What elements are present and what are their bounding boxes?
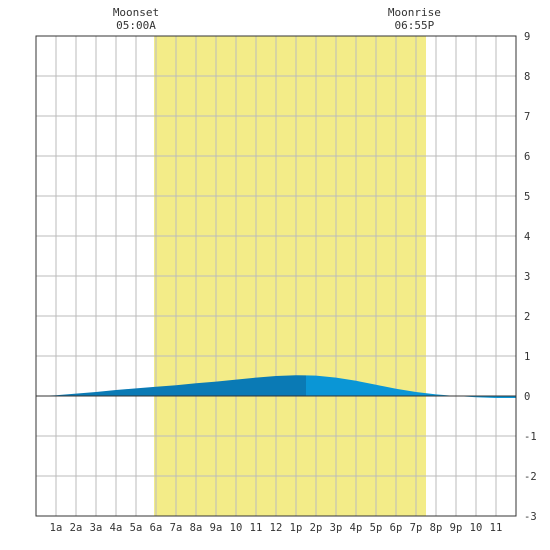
y-tick-label: -2 (524, 471, 537, 483)
x-tick-label: 6p (390, 522, 403, 534)
x-tick-label: 2p (310, 522, 323, 534)
y-tick-label: 4 (524, 231, 530, 243)
x-tick-label: 7p (410, 522, 423, 534)
x-tick-label: 9p (450, 522, 463, 534)
x-tick-label: 11 (490, 522, 503, 534)
annotation-time: 06:55P (395, 19, 435, 32)
x-tick-label: 3a (90, 522, 103, 534)
y-tick-label: 1 (524, 351, 530, 363)
x-tick-label: 2a (70, 522, 83, 534)
horizontal-gridlines (36, 75, 516, 477)
x-tick-label: 10 (470, 522, 483, 534)
x-tick-label: 11 (250, 522, 263, 534)
x-tick-label: 4p (350, 522, 363, 534)
y-tick-label: 8 (524, 71, 530, 83)
x-tick-label: 1a (50, 522, 63, 534)
y-tick-label: 7 (524, 111, 530, 123)
x-tick-label: 9a (210, 522, 223, 534)
x-axis-labels: 1a 2a 3a 4a 5a 6a 7a 8a 9a 10 11 12 1p 2p 3p 4p 5p 6p 7p 8p… (50, 522, 503, 534)
tide-area-falling (306, 375, 516, 398)
annotation-label: Moonrise (388, 6, 441, 19)
x-tick-label: 8a (190, 522, 203, 534)
x-tick-label: 5p (370, 522, 383, 534)
y-tick-label: 9 (524, 31, 530, 43)
x-tick-label: 1p (290, 522, 303, 534)
x-tick-label: 10 (230, 522, 243, 534)
x-tick-label: 5a (130, 522, 143, 534)
y-tick-label: 0 (524, 391, 530, 403)
y-tick-label: 2 (524, 311, 530, 323)
x-tick-label: 4a (110, 522, 123, 534)
tide-area-rising (36, 375, 306, 396)
y-tick-label: 6 (524, 151, 530, 163)
x-tick-label: 6a (150, 522, 163, 534)
annotation-label: Moonset (113, 6, 159, 19)
y-tick-label: -1 (524, 431, 537, 443)
tide-area (36, 375, 516, 398)
y-tick-label: 5 (524, 191, 530, 203)
y-axis-labels: -3 -2 -1 0 1 2 3 4 5 6 7 8 9 (524, 31, 537, 523)
y-tick-label: 3 (524, 271, 530, 283)
plot-border (35, 35, 517, 517)
x-tick-label: 7a (170, 522, 183, 534)
x-tick-label: 3p (330, 522, 343, 534)
x-tick-label: 8p (430, 522, 443, 534)
y-tick-label: -3 (524, 511, 537, 523)
annotation-time: 05:00A (116, 19, 156, 32)
x-tick-label: 12 (270, 522, 283, 534)
